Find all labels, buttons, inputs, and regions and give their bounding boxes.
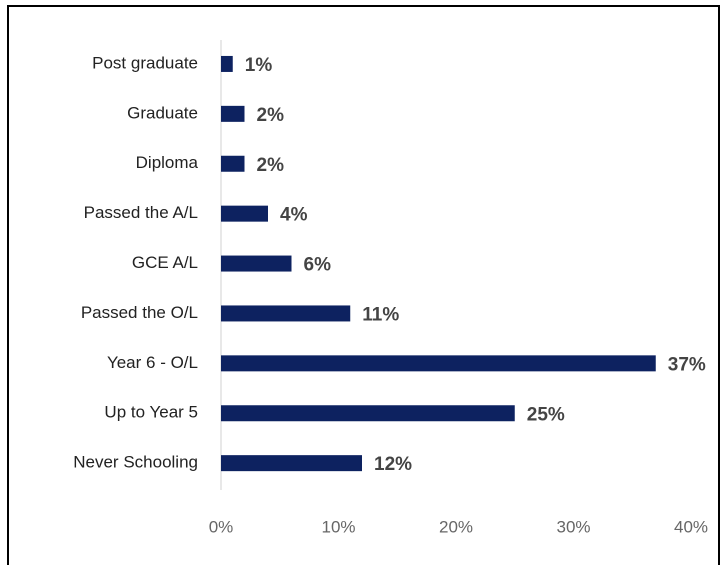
data-label: 4%	[280, 205, 308, 226]
bar	[221, 405, 515, 422]
x-tick-label: 10%	[321, 517, 355, 536]
y-tick-label: Passed the O/L	[81, 303, 198, 322]
y-tick-label: Graduate	[127, 103, 198, 122]
data-label: 6%	[304, 255, 332, 276]
chart-frame	[7, 5, 720, 565]
y-tick-label: Up to Year 5	[104, 403, 198, 422]
y-tick-label: Diploma	[136, 153, 199, 172]
bar	[221, 55, 233, 72]
data-label: 25%	[527, 404, 565, 425]
bar	[221, 455, 362, 472]
bar	[221, 205, 268, 222]
bar	[221, 105, 245, 122]
y-tick-label: Year 6 - O/L	[107, 353, 198, 372]
bar	[221, 255, 292, 272]
data-label: 2%	[257, 155, 285, 176]
data-label: 2%	[257, 105, 285, 126]
data-label: 11%	[362, 304, 399, 325]
x-tick-label: 30%	[556, 517, 590, 536]
x-tick-label: 20%	[439, 517, 473, 536]
data-label: 37%	[668, 354, 706, 375]
y-tick-label: GCE A/L	[132, 253, 198, 272]
bar	[221, 305, 351, 322]
data-label: 12%	[374, 454, 412, 475]
y-tick-label: Never Schooling	[73, 453, 198, 472]
data-label: 1%	[245, 55, 273, 76]
y-tick-label: Post graduate	[92, 53, 198, 72]
x-tick-label: 40%	[674, 517, 708, 536]
bar	[221, 155, 245, 172]
bar	[221, 355, 656, 372]
x-tick-label: 0%	[209, 517, 234, 536]
y-tick-label: Passed the A/L	[84, 203, 198, 222]
